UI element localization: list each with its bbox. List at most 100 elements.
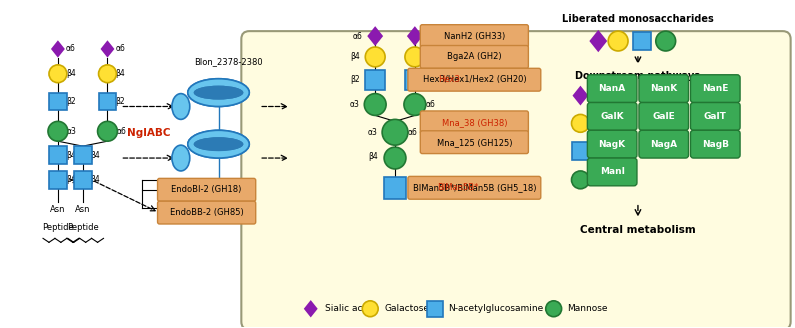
FancyBboxPatch shape bbox=[405, 70, 425, 90]
Ellipse shape bbox=[364, 93, 386, 115]
Ellipse shape bbox=[99, 65, 116, 83]
FancyBboxPatch shape bbox=[74, 171, 91, 189]
Text: Peptide: Peptide bbox=[42, 223, 74, 232]
Text: GalE: GalE bbox=[653, 112, 675, 121]
FancyBboxPatch shape bbox=[691, 130, 740, 158]
Ellipse shape bbox=[545, 301, 561, 317]
Ellipse shape bbox=[363, 301, 378, 317]
Text: ManI: ManI bbox=[599, 167, 625, 176]
Text: α6: α6 bbox=[423, 31, 432, 41]
FancyBboxPatch shape bbox=[691, 103, 740, 130]
Text: Mna_38 (GH38): Mna_38 (GH38) bbox=[441, 118, 507, 127]
Polygon shape bbox=[51, 40, 65, 58]
Ellipse shape bbox=[365, 47, 385, 67]
Ellipse shape bbox=[48, 121, 68, 141]
Text: β4: β4 bbox=[368, 152, 378, 161]
Ellipse shape bbox=[194, 137, 243, 151]
Text: BlMan5B*: BlMan5B* bbox=[436, 183, 478, 192]
Text: β2: β2 bbox=[425, 75, 435, 84]
FancyBboxPatch shape bbox=[421, 46, 529, 68]
FancyBboxPatch shape bbox=[588, 103, 637, 130]
Text: β4: β4 bbox=[66, 175, 76, 184]
FancyBboxPatch shape bbox=[74, 146, 91, 164]
Text: α6: α6 bbox=[115, 45, 126, 53]
FancyBboxPatch shape bbox=[691, 75, 740, 103]
FancyBboxPatch shape bbox=[49, 146, 67, 164]
Ellipse shape bbox=[656, 31, 676, 51]
Polygon shape bbox=[589, 30, 607, 52]
FancyBboxPatch shape bbox=[639, 75, 688, 103]
Ellipse shape bbox=[98, 121, 118, 141]
FancyBboxPatch shape bbox=[421, 111, 529, 134]
Polygon shape bbox=[100, 40, 114, 58]
Ellipse shape bbox=[572, 171, 589, 189]
FancyBboxPatch shape bbox=[639, 130, 688, 158]
Ellipse shape bbox=[188, 130, 250, 158]
Ellipse shape bbox=[382, 119, 408, 145]
Polygon shape bbox=[367, 26, 383, 46]
FancyBboxPatch shape bbox=[99, 92, 116, 111]
Text: Blon_2378-2380: Blon_2378-2380 bbox=[194, 57, 262, 66]
FancyBboxPatch shape bbox=[408, 68, 541, 91]
Ellipse shape bbox=[49, 65, 67, 83]
Text: β4: β4 bbox=[425, 52, 435, 61]
Polygon shape bbox=[407, 26, 423, 46]
FancyBboxPatch shape bbox=[572, 142, 589, 160]
Text: α3: α3 bbox=[367, 128, 377, 137]
Text: Downstream pathways: Downstream pathways bbox=[576, 71, 700, 81]
FancyBboxPatch shape bbox=[49, 92, 67, 111]
Text: Sialic acid: Sialic acid bbox=[324, 304, 370, 313]
Text: NanH2 (GH33): NanH2 (GH33) bbox=[444, 31, 505, 41]
Text: GalK: GalK bbox=[600, 112, 624, 121]
Text: EndoBB-2 (GH85): EndoBB-2 (GH85) bbox=[170, 208, 243, 217]
FancyBboxPatch shape bbox=[365, 70, 385, 90]
Text: NglABC: NglABC bbox=[127, 128, 171, 138]
Text: α3: α3 bbox=[67, 127, 77, 136]
Text: NagK: NagK bbox=[599, 140, 626, 149]
Text: NanA: NanA bbox=[599, 84, 626, 93]
FancyBboxPatch shape bbox=[421, 131, 529, 154]
Text: Mannose: Mannose bbox=[568, 304, 608, 313]
Text: α6: α6 bbox=[66, 45, 76, 53]
FancyBboxPatch shape bbox=[157, 178, 256, 201]
Text: BlMan5B*/BlMan5B (GH5_18): BlMan5B*/BlMan5B (GH5_18) bbox=[413, 183, 536, 192]
Text: Central metabolism: Central metabolism bbox=[580, 225, 696, 236]
Text: α6: α6 bbox=[426, 100, 436, 109]
FancyBboxPatch shape bbox=[49, 171, 67, 189]
Text: Asn: Asn bbox=[50, 205, 66, 214]
Ellipse shape bbox=[572, 114, 589, 132]
Text: N-acetylglucosamine: N-acetylglucosamine bbox=[448, 304, 544, 313]
FancyBboxPatch shape bbox=[242, 31, 791, 328]
Ellipse shape bbox=[188, 79, 250, 107]
Ellipse shape bbox=[188, 79, 250, 107]
FancyBboxPatch shape bbox=[588, 75, 637, 103]
Text: Peptide: Peptide bbox=[67, 223, 99, 232]
Text: NanK: NanK bbox=[650, 84, 677, 93]
FancyBboxPatch shape bbox=[588, 130, 637, 158]
Polygon shape bbox=[572, 86, 588, 106]
Text: β4: β4 bbox=[66, 151, 76, 160]
Ellipse shape bbox=[194, 86, 243, 100]
FancyBboxPatch shape bbox=[639, 103, 688, 130]
Ellipse shape bbox=[172, 93, 190, 119]
Ellipse shape bbox=[608, 31, 628, 51]
Text: Galactose: Galactose bbox=[384, 304, 429, 313]
FancyBboxPatch shape bbox=[157, 201, 256, 224]
FancyBboxPatch shape bbox=[633, 32, 651, 50]
FancyBboxPatch shape bbox=[421, 25, 529, 48]
Text: NanE: NanE bbox=[702, 84, 728, 93]
Text: β4: β4 bbox=[66, 69, 76, 78]
Ellipse shape bbox=[172, 145, 190, 171]
FancyBboxPatch shape bbox=[408, 176, 541, 199]
Text: β4: β4 bbox=[115, 69, 126, 78]
Text: GalT: GalT bbox=[704, 112, 727, 121]
FancyBboxPatch shape bbox=[427, 301, 443, 317]
FancyBboxPatch shape bbox=[384, 177, 406, 199]
Ellipse shape bbox=[384, 147, 406, 169]
Text: Hex3: Hex3 bbox=[438, 75, 460, 84]
Text: α6: α6 bbox=[116, 127, 126, 136]
Ellipse shape bbox=[405, 47, 425, 67]
Text: α6: α6 bbox=[408, 128, 418, 137]
Text: Liberated monosaccharides: Liberated monosaccharides bbox=[562, 14, 714, 24]
Ellipse shape bbox=[404, 93, 426, 115]
